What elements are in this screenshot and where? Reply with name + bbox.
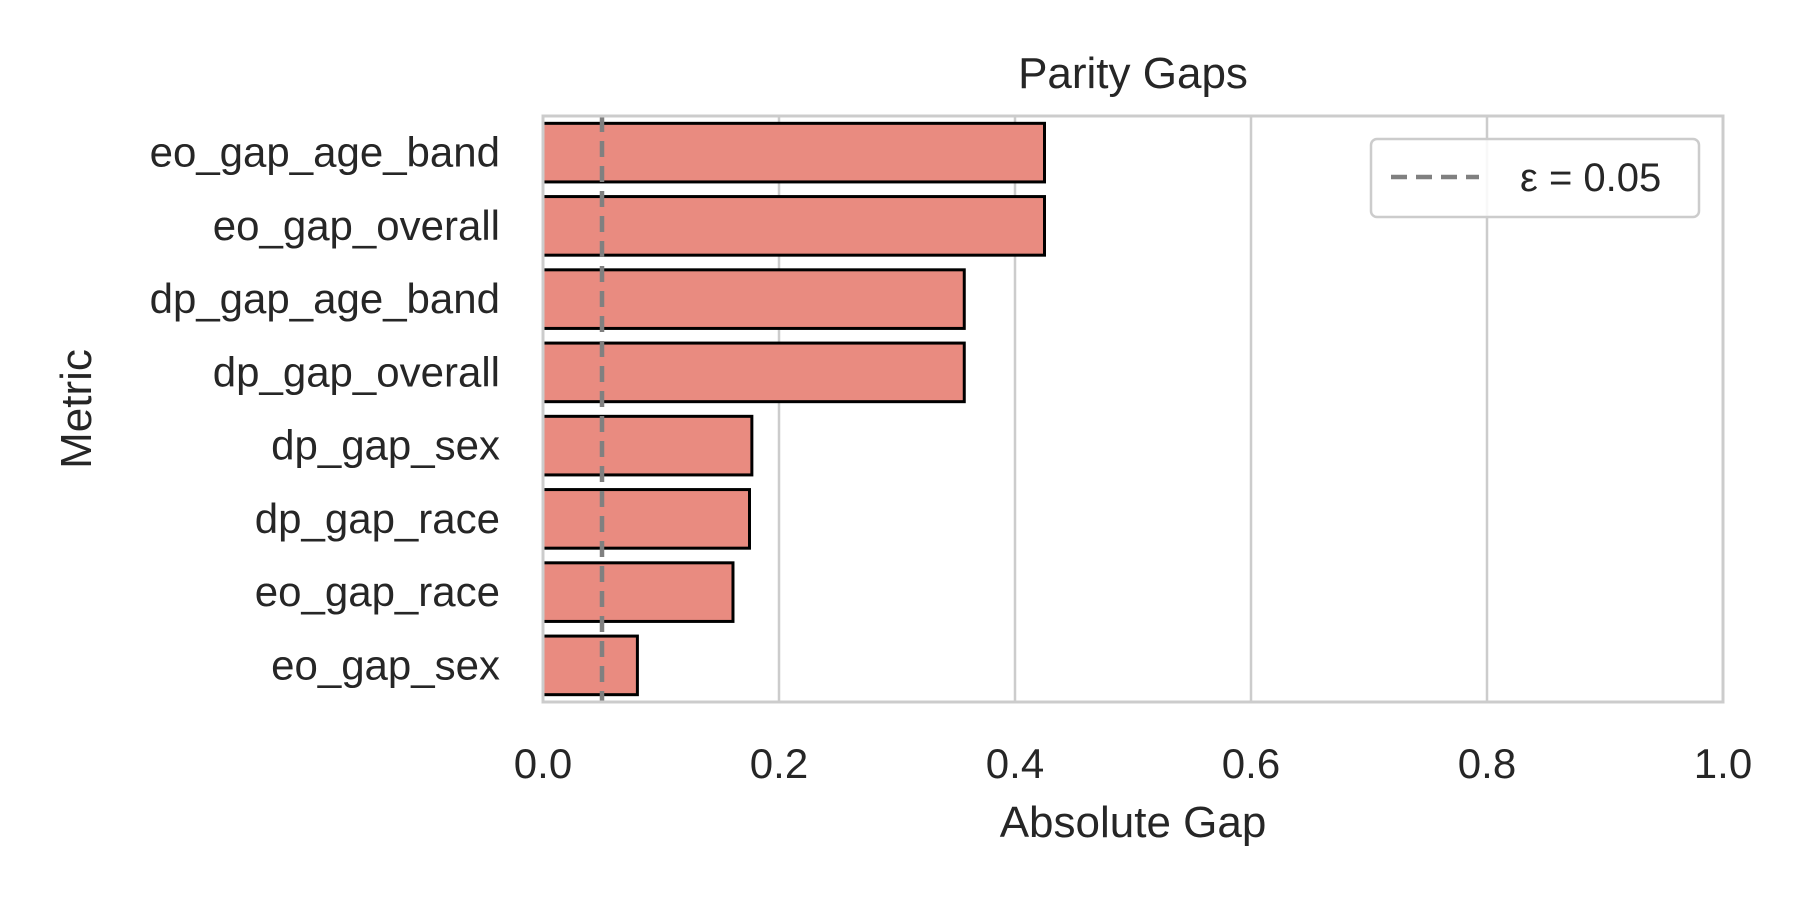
x-tick-label: 0.2 [750,740,808,787]
legend-box [1369,137,1701,219]
bar-eo-gap-overall [541,195,1046,257]
y-axis-label: Metric [52,349,101,469]
bar-dp-gap-race [541,488,751,550]
x-tick-label: 0.4 [986,740,1044,787]
bars-layer [541,121,1046,697]
y-tick-label: eo_gap_age_band [150,129,500,176]
y-tick-label: dp_gap_race [255,495,500,542]
bar-dp-gap-overall [541,341,966,404]
x-tick-label: 1.0 [1694,740,1752,787]
x-axis-label: Absolute Gap [1000,798,1267,847]
bar-dp-gap-sex [541,414,754,477]
bar-eo-gap-race [541,561,735,623]
x-tick-label: 0.8 [1458,740,1516,787]
y-tick-label: dp_gap_overall [213,348,500,395]
x-tick-labels: 0.0 0.2 0.4 0.6 0.8 1.0 [514,740,1752,787]
legend-threshold-label: ε = 0.05 [1520,156,1661,200]
bar-eo-gap-age-band [541,121,1046,184]
y-tick-label: dp_gap_age_band [150,275,500,322]
x-tick-label: 0.0 [514,740,572,787]
chart-title: Parity Gaps [1018,49,1248,98]
y-tick-label: eo_gap_sex [271,641,500,688]
plot-frame [541,114,1725,704]
y-tick-label: eo_gap_race [255,568,500,615]
x-tick-label: 0.6 [1222,740,1280,787]
bar-eo-gap-sex [541,634,639,697]
y-tick-label: eo_gap_overall [213,202,500,249]
bar-dp-gap-age-band [541,268,966,330]
legend: ε = 0.05 [1369,137,1701,219]
y-tick-label: dp_gap_sex [271,422,500,469]
y-tick-labels: eo_gap_age_band eo_gap_overall dp_gap_age_… [150,129,500,689]
